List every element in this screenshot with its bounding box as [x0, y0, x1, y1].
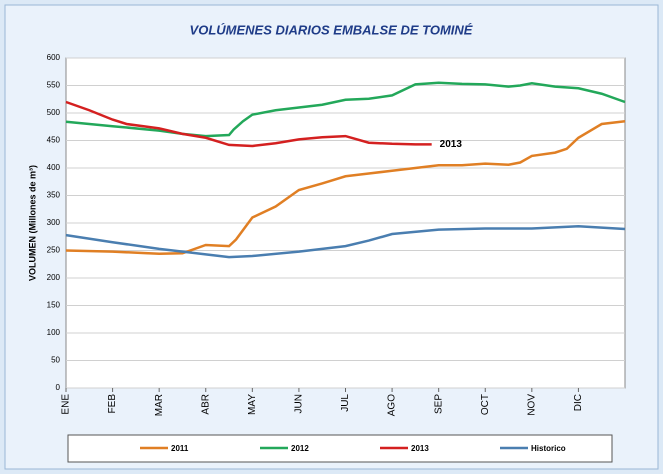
y-tick-label: 300 [47, 218, 61, 227]
y-tick-label: 350 [47, 191, 61, 200]
series-line [65, 81, 626, 138]
chart-title: VOLÚMENES DIARIOS EMBALSE DE TOMINÉ [190, 22, 473, 37]
x-tick-label: ABR [200, 394, 211, 415]
x-tick-label: ENE [61, 394, 72, 415]
y-tick-label: 500 [47, 108, 61, 117]
series-line [65, 100, 432, 148]
x-tick-label: FEB [107, 394, 118, 414]
legend-label: 2013 [411, 444, 429, 453]
annotation: 2013 [440, 139, 463, 150]
x-tick-label: OCT [480, 394, 491, 415]
legend-label: 2011 [171, 444, 189, 453]
legend-label: Historico [531, 444, 566, 453]
legend-label: 2012 [291, 444, 309, 453]
y-axis-label: VOLUMEN (Millones de m³) [27, 165, 37, 281]
series-line [65, 225, 626, 259]
x-tick-label: MAY [247, 394, 258, 415]
y-tick-label: 450 [47, 136, 61, 145]
x-tick-label: SEP [433, 394, 444, 414]
y-tick-label: 550 [47, 81, 61, 90]
y-tick-label: 0 [56, 383, 61, 392]
x-tick-label: NOV [526, 394, 537, 416]
x-tick-label: JUN [294, 394, 305, 413]
y-tick-label: 100 [47, 328, 61, 337]
y-tick-label: 600 [47, 53, 61, 62]
x-tick-label: DIC [573, 394, 584, 411]
y-tick-label: 400 [47, 163, 61, 172]
y-tick-label: 250 [47, 246, 61, 255]
x-tick-label: JUL [340, 394, 351, 412]
y-tick-label: 200 [47, 273, 61, 282]
series-line [65, 120, 626, 256]
x-tick-label: AGO [387, 394, 398, 416]
y-tick-label: 150 [47, 301, 61, 310]
y-tick-label: 50 [51, 356, 60, 365]
x-tick-label: MAR [154, 394, 165, 416]
